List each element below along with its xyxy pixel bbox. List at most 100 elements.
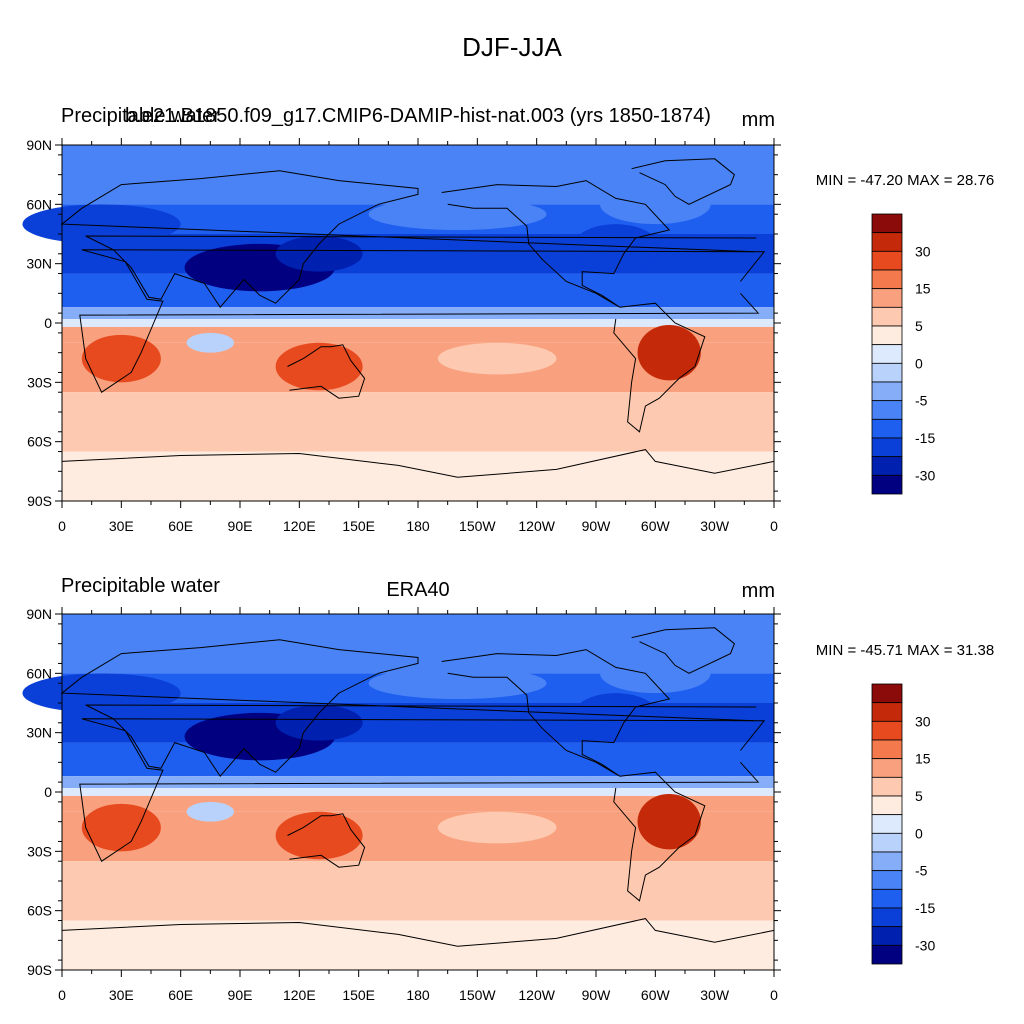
contour-region — [368, 198, 547, 231]
panel-units: mm — [742, 109, 775, 131]
contour-region — [637, 324, 701, 381]
colorbar-box — [871, 381, 903, 402]
colorbar-box — [871, 288, 903, 308]
colorbar-box — [871, 907, 903, 928]
panel-units: mm — [742, 580, 775, 602]
contour-band — [62, 920, 774, 970]
contour-region — [275, 342, 363, 391]
colorbar-box — [871, 344, 903, 364]
colorbar-box — [871, 926, 903, 946]
contour-region — [572, 224, 660, 272]
lat-tick-label: 30N — [26, 725, 52, 741]
contour-region — [186, 801, 235, 822]
contour-band — [62, 412, 774, 452]
contour-region — [437, 342, 557, 375]
contour-region — [437, 811, 557, 844]
colorbar-box — [871, 683, 903, 704]
colorbar-box — [871, 702, 903, 722]
colorbar-label: -5 — [915, 393, 928, 409]
colorbar-label: 0 — [915, 355, 923, 371]
colorbar-box — [871, 720, 903, 741]
lat-tick-label: 0 — [44, 784, 52, 800]
coast-greenland — [631, 158, 735, 205]
colorbar-box — [871, 418, 903, 439]
lat-tick-label: 90N — [26, 606, 52, 622]
coast-antarctica — [61, 918, 775, 947]
colorbar-label: 5 — [915, 788, 923, 804]
lat-tick-label: 90N — [26, 137, 52, 153]
contour-band — [62, 273, 774, 308]
lon-tick-label: 120W — [518, 987, 555, 1003]
colorbar-box — [871, 814, 903, 834]
colorbar-box — [871, 437, 903, 458]
lon-tick-label: 0 — [58, 518, 66, 534]
colorbar-box — [871, 232, 903, 252]
colorbar-box — [871, 888, 903, 909]
contour-band — [62, 861, 774, 881]
lat-tick-label: 30N — [26, 256, 52, 272]
coast-north-america — [441, 649, 671, 777]
contour-band — [62, 392, 774, 412]
lat-tick-label: 60S — [27, 434, 52, 450]
colorbar-box — [871, 870, 903, 890]
colorbar-label: 30 — [915, 243, 931, 259]
contour-band — [62, 795, 774, 812]
colorbar-label: -15 — [915, 430, 935, 446]
lon-tick-label: 150W — [459, 518, 496, 534]
lat-tick-label: 30S — [27, 374, 52, 390]
coast-australia — [287, 344, 366, 399]
contour-region — [599, 184, 711, 225]
colorbar-label: 5 — [915, 318, 923, 334]
contour-region — [368, 667, 547, 700]
contour-band — [62, 307, 774, 320]
lon-tick-label: 150E — [342, 518, 375, 534]
lon-tick-label: 90E — [228, 987, 253, 1003]
lon-tick-label: 180 — [406, 518, 430, 534]
contour-band — [62, 881, 774, 921]
contour-region — [275, 235, 363, 272]
contour-band — [62, 703, 774, 743]
panel-era40: Precipitable water ERA40 mm MIN = -45.71… — [22, 575, 994, 1003]
coast-north-america — [441, 180, 671, 308]
colorbar-box — [871, 362, 903, 383]
contour-band — [62, 319, 774, 327]
lat-tick-label: 60N — [26, 665, 52, 681]
coast-africa — [79, 249, 766, 393]
contour-region — [572, 693, 660, 741]
lon-tick-label: 60W — [641, 518, 671, 534]
figure-title: DJF-JJA — [462, 32, 562, 62]
panel-center-label: b.e21.B1850.f09_g17.CMIP6-DAMIP-hist-nat… — [125, 105, 711, 127]
lon-tick-label: 120E — [283, 987, 316, 1003]
lon-tick-label: 60E — [168, 518, 193, 534]
lon-tick-label: 30W — [700, 518, 730, 534]
coast-australia — [287, 813, 366, 868]
coast-south-america — [613, 771, 706, 902]
panel-left-label: Precipitable water — [61, 105, 220, 127]
colorbar-label: 30 — [915, 713, 931, 729]
panel-model: Precipitable water b.e21.B1850.f09_g17.C… — [22, 105, 994, 534]
coast-eurasia — [60, 170, 757, 309]
contour-band — [62, 451, 774, 501]
colorbar-label: -15 — [915, 900, 935, 916]
lon-tick-label: 0 — [770, 518, 778, 534]
contour-region — [81, 803, 161, 852]
contour-band — [62, 776, 774, 789]
coast-africa — [79, 718, 766, 862]
colorbar-box — [871, 306, 903, 327]
colorbar-box — [871, 739, 903, 760]
panel-minmax: MIN = -47.20 MAX = 28.76 — [816, 172, 994, 189]
colorbar-box — [871, 776, 903, 797]
lat-tick-label: 60N — [26, 196, 52, 212]
lon-tick-label: 30E — [109, 518, 134, 534]
colorbar-label: 0 — [915, 825, 923, 841]
lon-tick-label: 90E — [228, 518, 253, 534]
lon-tick-label: 0 — [58, 987, 66, 1003]
lon-tick-label: 0 — [770, 987, 778, 1003]
lon-tick-label: 90W — [582, 518, 612, 534]
lat-tick-label: 90S — [27, 962, 52, 978]
contour-region — [637, 793, 701, 850]
colorbar-box — [871, 269, 903, 290]
contour-region — [81, 334, 161, 383]
colorbar-box — [871, 832, 903, 853]
